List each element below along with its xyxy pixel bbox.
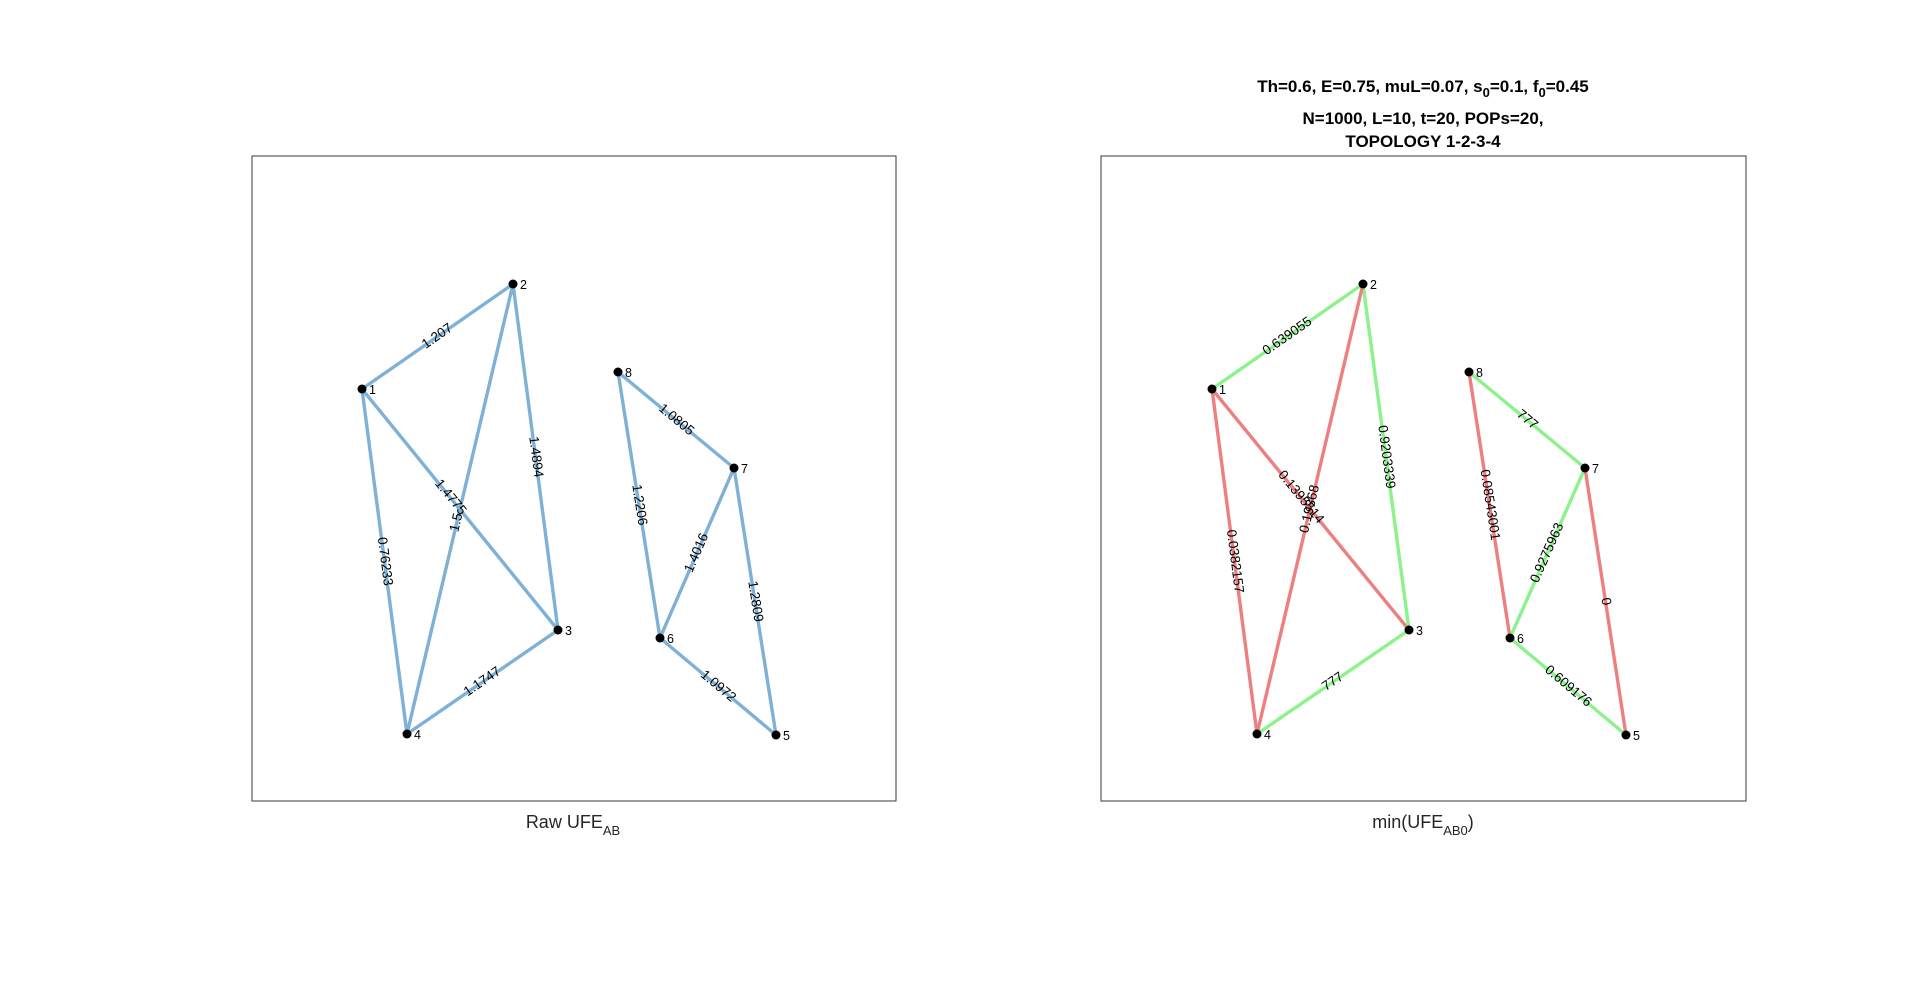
node-1 [357,384,367,394]
edge-2-3 [1361,282,1411,632]
edge-2-4 [405,282,515,736]
node-label-5: 5 [1633,729,1640,743]
node-label-2: 2 [520,278,527,292]
node-label-1: 1 [369,383,376,397]
node-7 [1580,463,1590,473]
edge-3-4 [405,628,560,736]
edge-label-8-6: 1.2206 [629,483,650,526]
edge-8-6 [1467,370,1512,640]
edge-1-4 [1210,387,1259,736]
edge-1-2 [1210,282,1365,391]
node-7 [729,463,739,473]
node-label-3: 3 [1416,624,1423,638]
title-line-3: TOPOLOGY 1-2-3-4 [1345,132,1501,151]
edge-6-7 [658,466,736,640]
node-label-8: 8 [1476,366,1483,380]
node-1 [1207,384,1217,394]
panel-raw-edges [360,282,778,737]
title-line-2: N=1000, L=10, t=20, POPs=20, [1303,109,1544,128]
node-label-7: 7 [741,462,748,476]
node-label-4: 4 [414,728,421,742]
node-label-2: 2 [1370,278,1377,292]
node-2 [508,279,518,289]
panel-min-xlabel: min(UFEAB0) [1372,812,1474,838]
edge-8-7 [616,370,736,470]
edge-label-7-5: 1.2809 [745,580,766,623]
edge-8-7 [1467,370,1587,470]
edge-8-6 [616,370,662,640]
edge-7-5 [1583,466,1628,737]
edge-2-4 [1255,282,1365,736]
panel-min-nodes: 1 2 3 4 5 6 7 8 [1207,278,1640,743]
node-4 [402,729,412,739]
edge-6-5 [658,636,778,737]
node-8 [1464,367,1474,377]
node-5 [1621,730,1631,740]
node-label-8: 8 [625,366,632,380]
panel-min-edges [1210,282,1628,737]
edge-label-2-3: 1.4894 [526,435,546,478]
node-label-3: 3 [565,624,572,638]
node-3 [1404,625,1414,635]
edge-1-4 [360,387,409,736]
panel-raw-nodes: 1 2 3 4 5 6 7 8 [357,278,790,743]
panel-min-frame [1100,155,1747,802]
node-label-6: 6 [667,632,674,646]
node-6 [1505,633,1515,643]
edge-label-2-4: 1.5 [446,511,465,533]
edge-label-7-5: 0 [1598,597,1614,607]
node-5 [771,730,781,740]
edge-label-1-4: 0.76233 [375,536,396,586]
node-2 [1358,279,1368,289]
edge-7-5 [732,466,778,737]
edge-6-5 [1508,636,1628,737]
edge-1-2 [360,282,515,391]
node-label-5: 5 [783,729,790,743]
node-8 [613,367,623,377]
node-label-7: 7 [1592,462,1599,476]
title-line-1: Th=0.6, E=0.75, muL=0.07, s0=0.1, f0=0.4… [1257,77,1589,100]
panel-raw-frame [251,155,897,802]
edge-2-3 [511,282,560,632]
node-3 [553,625,563,635]
node-label-6: 6 [1517,632,1524,646]
edge-3-4 [1255,628,1411,736]
node-label-4: 4 [1264,728,1271,742]
figure-title: Th=0.6, E=0.75, muL=0.07, s0=0.1, f0=0.4… [1257,77,1589,151]
node-6 [655,633,665,643]
node-label-1: 1 [1219,383,1226,397]
panel-raw-xlabel: Raw UFEAB [526,812,620,838]
edge-6-7 [1508,466,1587,640]
node-4 [1252,729,1262,739]
